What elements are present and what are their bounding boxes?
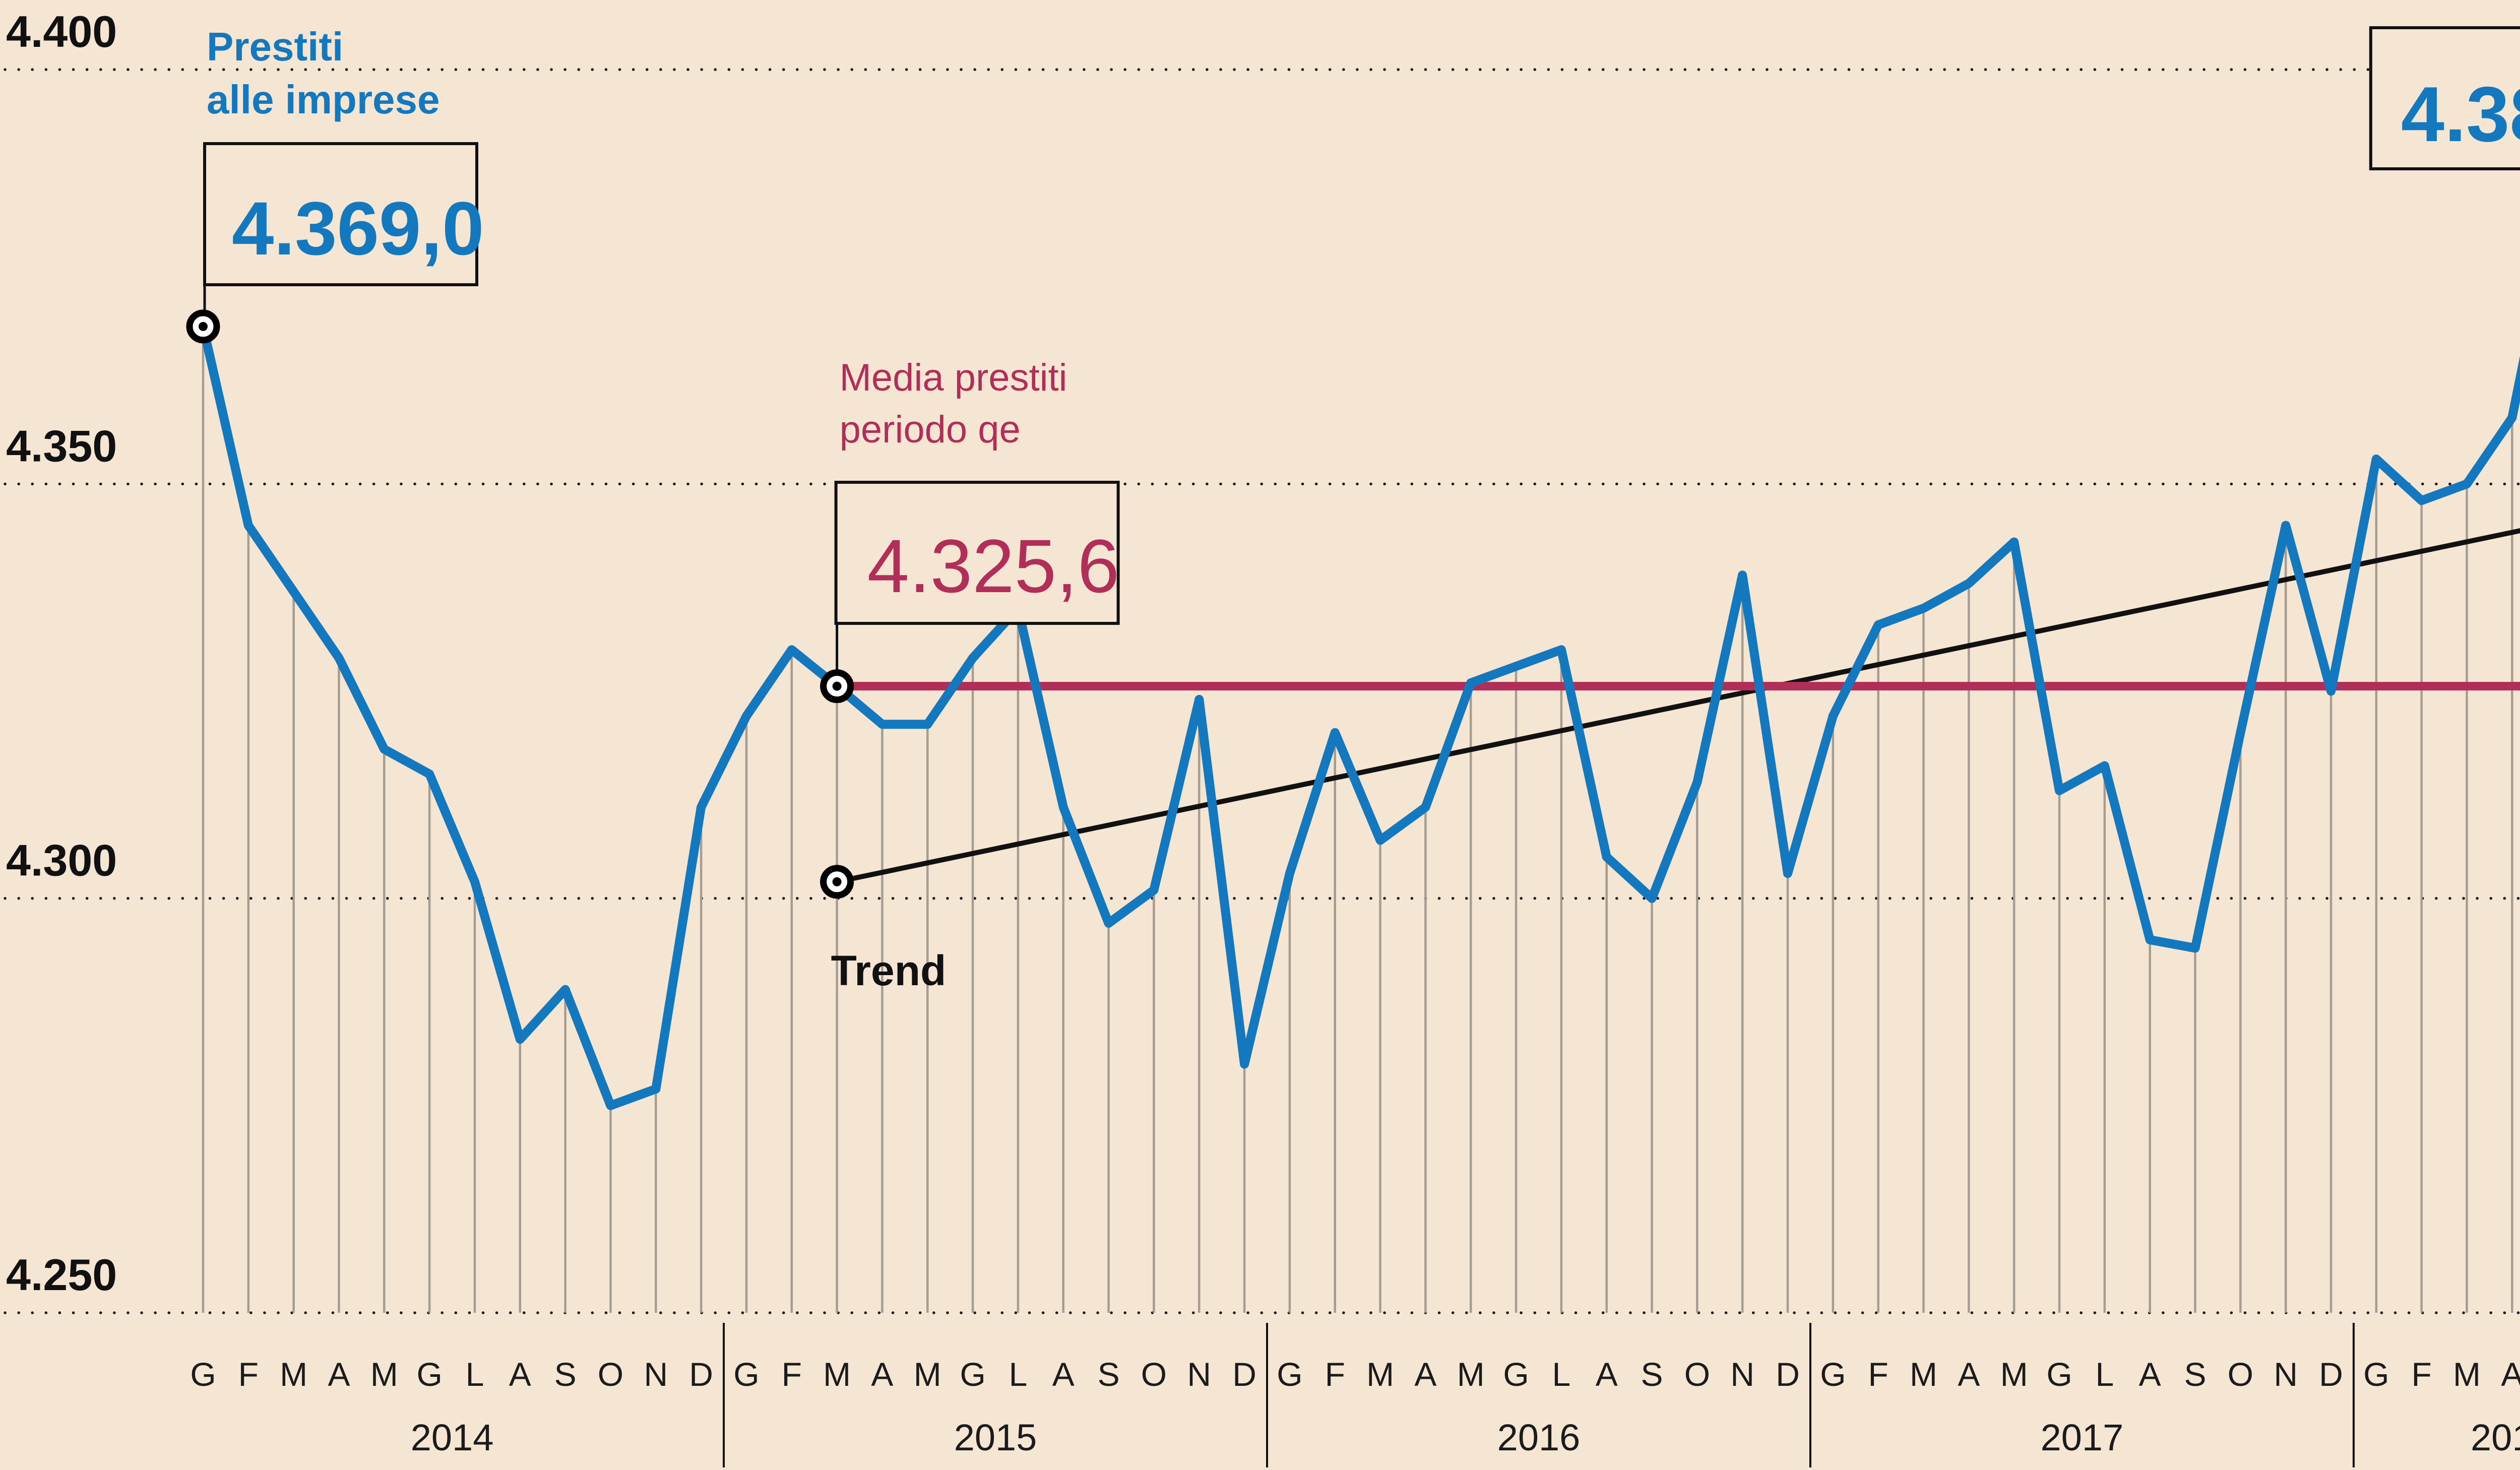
x-axis-month-label: G	[1503, 1356, 1529, 1393]
x-axis-month-label: O	[1141, 1356, 1167, 1393]
x-axis-month-label: M	[2453, 1356, 2481, 1393]
y-axis-label: 4.400	[6, 7, 117, 56]
first-data-point-marker-center-dot	[199, 322, 208, 331]
x-axis-month-label: D	[1776, 1356, 1800, 1393]
x-axis-year-label: 2014	[411, 1417, 494, 1458]
x-axis-month-label: N	[2274, 1356, 2298, 1393]
x-axis-month-label: M	[823, 1356, 851, 1393]
x-axis-month-label: L	[1552, 1356, 1571, 1393]
prestiti-line	[199, 322, 2520, 1110]
chart-title-line1: Prestiti	[207, 24, 343, 69]
x-axis-month-label: G	[1277, 1356, 1302, 1393]
x-axis-month-label: N	[1187, 1356, 1211, 1393]
x-axis-month-label: M	[1457, 1356, 1485, 1393]
x-axis-month-label: A	[1596, 1356, 1618, 1393]
media-start-marker-center-dot	[832, 681, 842, 691]
trend-line	[836, 528, 2520, 884]
x-axis-month-label: L	[2096, 1356, 2114, 1393]
x-axis-month-label: G	[1820, 1356, 1846, 1393]
x-axis-month-label: A	[1414, 1356, 1436, 1393]
x-axis-month-label: A	[509, 1356, 531, 1393]
x-axis-month-label: O	[598, 1356, 623, 1393]
x-axis-month-label: N	[644, 1356, 668, 1393]
x-axis-month-label: M	[914, 1356, 941, 1393]
x-axis-month-label: M	[2000, 1356, 2028, 1393]
x-axis-month-label: N	[1730, 1356, 1754, 1393]
x-axis-month-label: G	[190, 1356, 216, 1393]
callout-box	[834, 481, 1120, 625]
x-axis-month-label: M	[280, 1356, 307, 1393]
x-axis-month-label: A	[1958, 1356, 1980, 1393]
x-axis-month-label: A	[328, 1356, 350, 1393]
x-axis-month-label: F	[782, 1356, 802, 1393]
x-axis-month-label: G	[2046, 1356, 2072, 1393]
x-axis-month-label: A	[2501, 1356, 2520, 1393]
callout-box	[203, 142, 478, 286]
x-axis-month-label: M	[1910, 1356, 1937, 1393]
x-axis-month-label: A	[871, 1356, 893, 1393]
x-axis-year-label: 2016	[1497, 1417, 1581, 1458]
x-axis-month-label: G	[2363, 1356, 2389, 1393]
trend-label: Trend	[831, 947, 947, 994]
x-axis-year-label: 2018	[2471, 1417, 2520, 1458]
last-value-label: 4.382,6	[2401, 71, 2520, 158]
x-axis-month-label: F	[238, 1356, 259, 1393]
x-axis-month-label: L	[1009, 1356, 1028, 1393]
x-axis-month-label: A	[2139, 1356, 2161, 1393]
x-axis-month-label: S	[1641, 1356, 1663, 1393]
x-axis-month-label: D	[1232, 1356, 1256, 1393]
x-axis-month-label: S	[1098, 1356, 1120, 1393]
trend-start-marker-center-dot	[832, 877, 842, 886]
x-axis-month-label: G	[416, 1356, 442, 1393]
x-axis-month-label: A	[1052, 1356, 1075, 1393]
x-axis-month-label: M	[370, 1356, 398, 1393]
x-axis-month-label: D	[2319, 1356, 2343, 1393]
x-axis-month-label: O	[2228, 1356, 2253, 1393]
x-axis-month-label: G	[960, 1356, 985, 1393]
y-axis-label: 4.350	[6, 421, 117, 471]
x-axis-year-label: 2015	[954, 1417, 1037, 1458]
x-axis-month-label: F	[2412, 1356, 2432, 1393]
x-axis-month-label: F	[1868, 1356, 1888, 1393]
first-value-label: 4.369,0	[232, 186, 484, 271]
chart-title-line2: alle imprese	[207, 77, 440, 122]
media-label-line2: periodo qe	[840, 408, 1021, 451]
x-axis-month-label: S	[554, 1356, 577, 1393]
y-axis-label: 4.300	[6, 836, 117, 885]
callout-box	[2369, 26, 2520, 170]
media-value-label: 4.325,6	[867, 524, 1119, 608]
x-axis-month-label: M	[1366, 1356, 1394, 1393]
media-label-line1: Media prestiti	[840, 356, 1067, 399]
x-axis-month-label: D	[689, 1356, 713, 1393]
x-axis-month-label: S	[2184, 1356, 2207, 1393]
y-axis-label: 4.250	[6, 1250, 117, 1300]
x-axis-month-label: F	[1325, 1356, 1345, 1393]
x-axis-month-label: L	[466, 1356, 484, 1393]
x-axis-month-label: O	[1684, 1356, 1710, 1393]
x-axis-year-label: 2017	[2041, 1417, 2124, 1458]
x-axis-month-label: G	[733, 1356, 759, 1393]
